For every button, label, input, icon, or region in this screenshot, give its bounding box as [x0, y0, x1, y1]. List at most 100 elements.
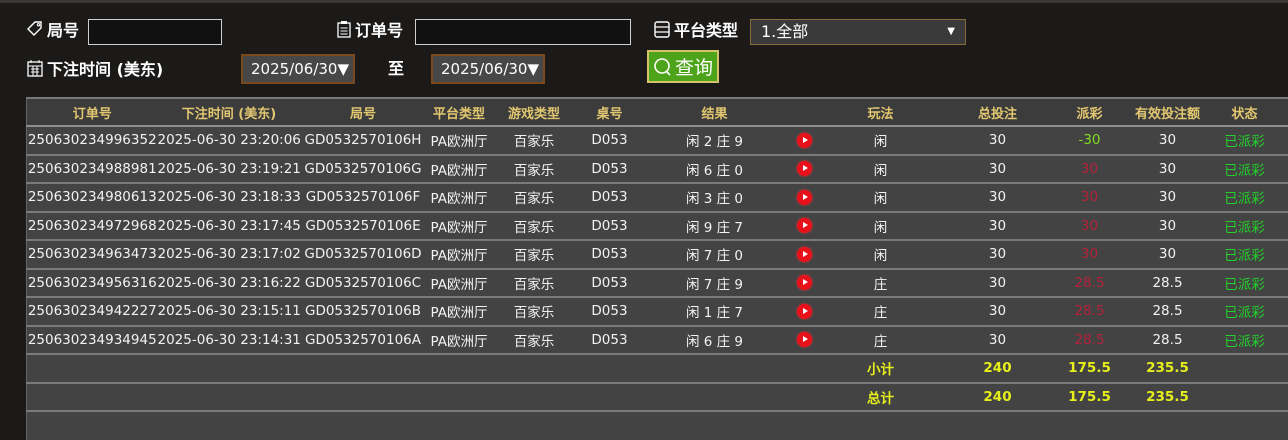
order-id-cell: 250630234963473 — [27, 240, 158, 269]
valid-bet-cell: 30 — [1122, 183, 1214, 212]
column-header: 下注时间 (美东) — [158, 98, 301, 126]
time-label: 下注时间 (美东) — [26, 56, 163, 80]
total-total-bet: 240 — [938, 383, 1058, 412]
subtotal-payout: 175.5 — [1058, 354, 1122, 383]
total-bet-cell: 30 — [938, 183, 1058, 212]
round-input[interactable] — [88, 19, 222, 45]
valid-bet-cell: 30 — [1122, 212, 1214, 241]
payout-cell: 28.5 — [1058, 326, 1122, 355]
bet-type-cell: 闲 — [824, 240, 938, 269]
video-cell — [786, 126, 824, 155]
order-id-cell: 250630234980613 — [27, 183, 158, 212]
bet-type-cell: 庄 — [824, 326, 938, 355]
column-header: 总投注 — [938, 98, 1058, 126]
result-cell: 闲 6 庄 9 — [644, 326, 786, 355]
column-header: 平台类型 — [426, 98, 493, 126]
table-header: 订单号下注时间 (美东)局号平台类型游戏类型桌号结果玩法总投注派彩有效投注额状态… — [27, 98, 1288, 126]
play-video-icon[interactable] — [797, 275, 812, 290]
play-video-icon[interactable] — [797, 247, 812, 262]
game-type-cell: 百家乐 — [493, 126, 576, 155]
total-bet-cell: 30 — [938, 212, 1058, 241]
video-cell — [786, 183, 824, 212]
total-bet-cell: 30 — [938, 297, 1058, 326]
total-bet-cell: 30 — [938, 155, 1058, 184]
overflow-cell — [1276, 269, 1288, 298]
platform-cell: PA欧洲厅 — [426, 155, 493, 184]
list-icon — [653, 19, 671, 39]
column-header: 派彩 — [1058, 98, 1122, 126]
order-id-cell: 250630234942227 — [27, 297, 158, 326]
platform-cell: PA欧洲厅 — [426, 126, 493, 155]
round-id-cell: GD0532570106F — [301, 183, 426, 212]
bet-records-table: 订单号下注时间 (美东)局号平台类型游戏类型桌号结果玩法总投注派彩有效投注额状态… — [26, 97, 1288, 440]
play-video-icon[interactable] — [797, 161, 812, 176]
bet-time-cell: 2025-06-30 23:17:45 — [158, 212, 301, 241]
overflow-cell — [1276, 183, 1288, 212]
play-video-icon[interactable] — [797, 218, 812, 233]
subtotal-label: 小计 — [824, 354, 938, 383]
empty-cell — [1214, 354, 1288, 383]
column-header: 结果 — [644, 98, 786, 126]
bet-time-cell: 2025-06-30 23:16:22 — [158, 269, 301, 298]
bet-type-cell: 闲 — [824, 155, 938, 184]
chevron-down-icon: ▼ — [947, 20, 955, 44]
payout-cell: 30 — [1058, 240, 1122, 269]
payout-cell: 30 — [1058, 155, 1122, 184]
status-cell: 已派彩 — [1214, 240, 1276, 269]
round-label: 局号 — [26, 17, 79, 41]
play-video-icon[interactable] — [797, 304, 812, 319]
bet-type-cell: 闲 — [824, 212, 938, 241]
date-from-picker[interactable]: 2025/06/30▼ — [241, 54, 355, 84]
overflow-cell — [1276, 326, 1288, 355]
subtotal-valid-bet: 235.5 — [1122, 354, 1214, 383]
status-cell: 已派彩 — [1214, 269, 1276, 298]
result-cell: 闲 9 庄 7 — [644, 212, 786, 241]
play-video-icon[interactable] — [797, 332, 812, 347]
to-label: 至 — [388, 55, 404, 79]
total-valid-bet: 235.5 — [1122, 383, 1214, 412]
valid-bet-cell: 28.5 — [1122, 326, 1214, 355]
empty-cell — [1214, 383, 1288, 412]
empty-cell — [27, 411, 1288, 440]
round-id-cell: GD0532570106B — [301, 297, 426, 326]
payout-cell: 28.5 — [1058, 297, 1122, 326]
game-type-cell: 百家乐 — [493, 212, 576, 241]
empty-row — [27, 411, 1288, 440]
video-cell — [786, 269, 824, 298]
order-id-cell: 250630234972968 — [27, 212, 158, 241]
play-video-icon[interactable] — [797, 190, 812, 205]
total-payout: 175.5 — [1058, 383, 1122, 412]
query-button[interactable]: 查询 — [647, 50, 719, 83]
result-cell: 闲 3 庄 0 — [644, 183, 786, 212]
overflow-cell — [1276, 126, 1288, 155]
payout-cell: 30 — [1058, 183, 1122, 212]
table-id-cell: D053 — [576, 212, 644, 241]
order-input[interactable] — [415, 19, 631, 45]
column-header: 游戏类型 — [493, 98, 576, 126]
empty-cell — [27, 354, 824, 383]
game-type-cell: 百家乐 — [493, 297, 576, 326]
bet-type-cell: 闲 — [824, 126, 938, 155]
overflow-cell — [1276, 212, 1288, 241]
round-id-cell: GD0532570106D — [301, 240, 426, 269]
payout-cell: -30 — [1058, 126, 1122, 155]
platform-select[interactable]: 1.全部 ▼ — [750, 19, 966, 45]
result-cell: 闲 7 庄 9 — [644, 269, 786, 298]
platform-label: 平台类型 — [653, 17, 738, 41]
video-cell — [786, 212, 824, 241]
order-id-cell: 250630234996352 — [27, 126, 158, 155]
game-type-cell: 百家乐 — [493, 240, 576, 269]
clipboard-icon — [336, 19, 352, 39]
bet-type-cell: 闲 — [824, 183, 938, 212]
total-bet-cell: 30 — [938, 240, 1058, 269]
status-cell: 已派彩 — [1214, 297, 1276, 326]
play-video-icon[interactable] — [797, 133, 812, 148]
video-cell — [786, 297, 824, 326]
date-to-picker[interactable]: 2025/06/30▼ — [431, 54, 545, 84]
platform-cell: PA欧洲厅 — [426, 269, 493, 298]
total-bet-cell: 30 — [938, 326, 1058, 355]
game-type-cell: 百家乐 — [493, 155, 576, 184]
